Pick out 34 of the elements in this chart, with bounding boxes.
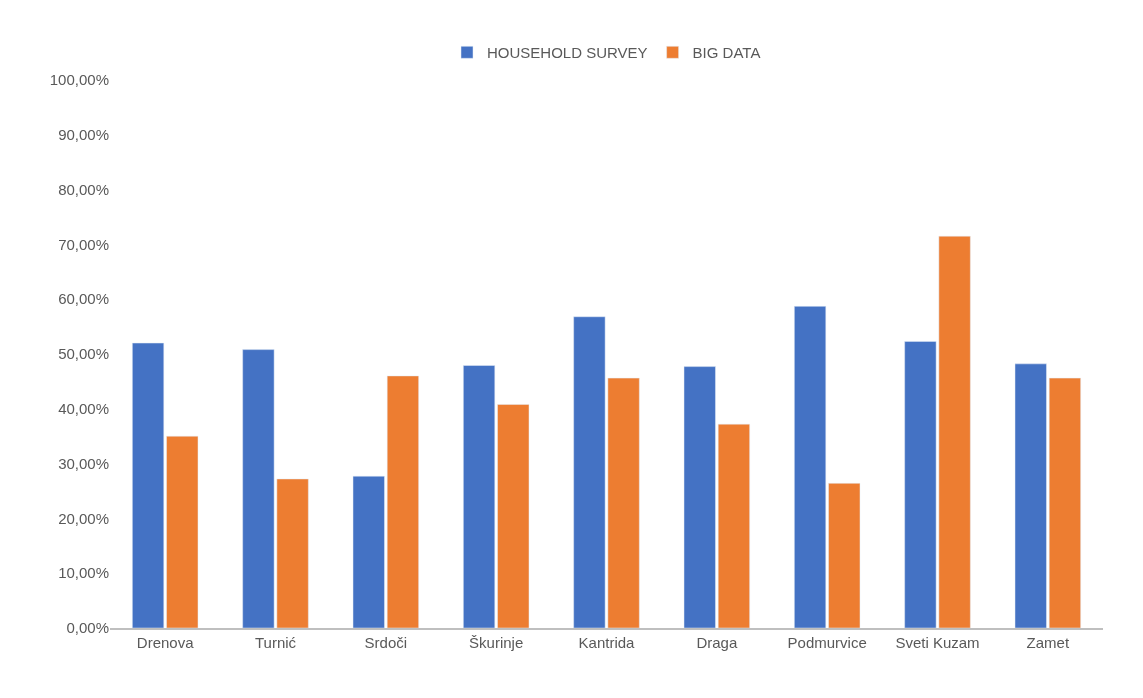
bar [352,475,385,628]
legend-label: BIG DATA [692,44,761,62]
y-tick-label: 70,00% [58,235,109,253]
x-tick-label: Podmurvice [787,634,867,651]
y-tick-label: 10,00% [58,564,109,582]
x-tick-label: Draga [696,634,738,651]
bar [497,404,530,628]
x-tick-label: Srdoči [364,634,408,651]
bar [1048,377,1081,628]
bar [1014,363,1047,628]
x-tick-label: Sveti Kuzam [895,634,980,651]
y-tick-label: 20,00% [58,509,109,527]
y-tick-label: 80,00% [58,180,109,198]
bar [386,375,419,628]
x-tick-label: Škurinje [469,634,524,651]
bar [794,306,827,628]
bar [132,342,165,628]
bar [828,483,861,628]
x-tick-label: Turnić [254,634,297,651]
bar [166,435,199,628]
y-tick-label: 50,00% [58,345,109,363]
bar [683,366,716,628]
y-tick-label: 100,00% [49,71,109,89]
y-tick-label: 40,00% [58,400,109,418]
y-tick-label: 60,00% [58,290,109,308]
bar [463,365,496,628]
legend-label: HOUSEHOLD SURVEY [487,44,648,62]
y-tick-label: 90,00% [58,126,109,144]
x-tick-label: Kantrida [578,634,636,651]
y-tick-label: 30,00% [58,454,109,472]
x-tick-label: Zamet [1026,634,1070,651]
y-tick-label: 0,00% [66,619,109,637]
bar [717,423,750,628]
x-tick-label: Drenova [136,634,195,651]
